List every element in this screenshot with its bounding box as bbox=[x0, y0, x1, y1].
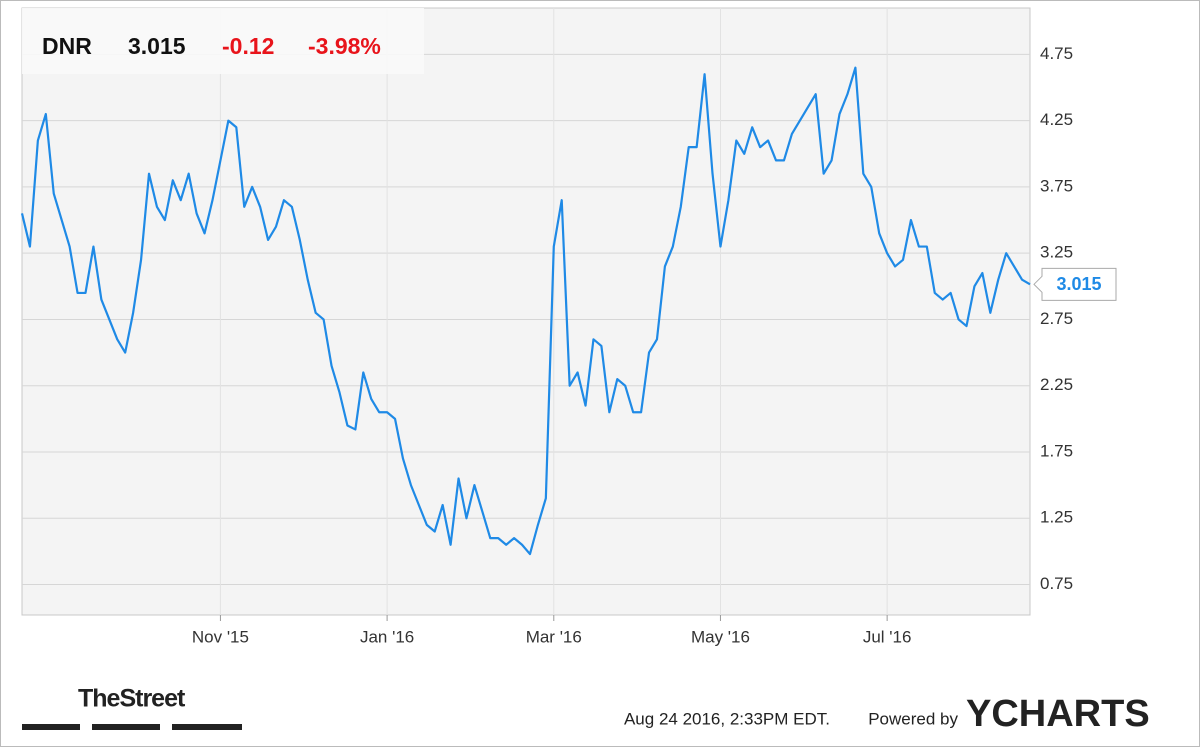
x-tick-label: Nov '15 bbox=[192, 627, 249, 646]
brand-bar bbox=[22, 724, 80, 730]
x-tick-label: Jul '16 bbox=[863, 627, 912, 646]
x-tick-label: Mar '16 bbox=[526, 627, 582, 646]
last-value-box bbox=[1033, 267, 1117, 301]
change-pct: -3.98% bbox=[308, 33, 381, 59]
change: -0.12 bbox=[222, 33, 274, 59]
y-tick-label: 2.25 bbox=[1040, 375, 1073, 394]
brand-bar bbox=[92, 724, 160, 730]
y-tick-label: 4.25 bbox=[1040, 110, 1073, 129]
price: 3.015 bbox=[128, 33, 186, 59]
y-tick-label: 4.75 bbox=[1040, 44, 1073, 63]
ticker: DNR bbox=[42, 33, 92, 59]
y-tick-label: 1.25 bbox=[1040, 508, 1073, 527]
timestamp: Aug 24 2016, 2:33PM EDT. bbox=[624, 709, 830, 728]
y-tick-label: 3.25 bbox=[1040, 243, 1073, 262]
y-tick-label: 1.75 bbox=[1040, 441, 1073, 460]
y-tick-label: 0.75 bbox=[1040, 574, 1073, 593]
last-value-label: 3.015 bbox=[1056, 274, 1101, 294]
y-tick-label: 3.75 bbox=[1040, 176, 1073, 195]
y-tick-label: 2.75 bbox=[1040, 309, 1073, 328]
brand: TheStreet bbox=[78, 685, 186, 713]
price-line bbox=[20, 66, 1031, 556]
x-tick-label: Jan '16 bbox=[360, 627, 414, 646]
brand-bar bbox=[172, 724, 242, 730]
powered-by: Powered by bbox=[868, 709, 958, 728]
plot-area bbox=[21, 7, 1031, 616]
x-tick-label: May '16 bbox=[691, 627, 750, 646]
provider-logo: YCHARTS bbox=[966, 693, 1150, 735]
header-box bbox=[22, 8, 424, 74]
